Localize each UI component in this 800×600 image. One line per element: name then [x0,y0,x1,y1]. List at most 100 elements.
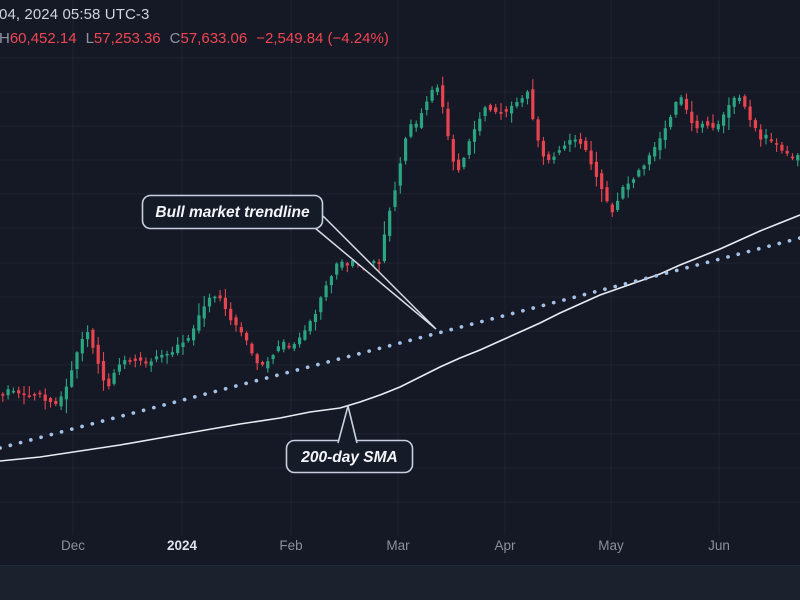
candle-body [133,358,137,361]
candle-body [563,145,567,149]
candle-body [706,121,710,126]
candle-body [589,150,593,165]
candle-body [472,129,477,142]
candle-body [769,139,773,142]
trendline-callout-label: Bull market trendline [155,204,310,221]
candle-body [139,357,143,361]
candle-body [541,140,545,157]
candle-body [33,394,37,396]
candle-body [223,297,227,309]
candle-body [398,163,402,186]
candle-body [96,344,100,364]
candle-body [626,183,630,190]
candle-body [669,116,673,128]
candle-body [404,138,408,161]
candle-body [690,111,694,124]
candle-body [308,321,312,332]
ohlc-label: H [0,30,10,47]
candle-body [737,97,742,101]
candle-body [202,306,206,319]
candle-body [584,140,588,150]
candle-body [48,398,53,403]
candle-body [695,120,699,129]
candle-body [64,386,68,400]
candle-body [573,139,577,142]
candle-body [775,143,779,145]
candle-body [329,276,333,286]
legend-date: 04, 2024 05:58 UTC-3 [0,6,150,23]
candle-body [154,356,159,360]
candle-body [372,261,376,264]
candle-body [377,262,381,264]
candle-body [128,360,132,362]
candle-body [748,106,752,120]
candle-body [382,234,386,262]
candle-body [796,155,800,161]
candle-body [616,200,620,210]
candle-body [605,187,609,202]
candle-body [525,91,530,99]
candle-body [170,352,174,355]
axis-label-apr: Apr [494,538,516,553]
candle-body [1,393,5,396]
candle-body [531,89,535,120]
candle-body [663,128,667,141]
candle-body [239,327,243,333]
axis-label-mar: Mar [386,538,410,553]
candle-body [600,173,604,190]
candle-body [679,97,683,105]
sma-callout-label: 200-day SMA [300,449,397,466]
candle-body [653,147,657,157]
ohlc-label: L [85,30,94,47]
candle-body [91,329,95,348]
sma-callout[interactable]: 200-day SMA [285,405,414,474]
candle-body [319,297,323,313]
candle-body [435,87,439,93]
candle-body [112,372,116,384]
candle-body [753,120,757,128]
candle-body [483,107,487,117]
ohlc-value: 57,633.06 [180,30,248,47]
axis-label-may: May [598,538,624,553]
candle-body [260,362,265,365]
candle-body [43,394,47,401]
candle-body [462,157,466,167]
candle-body [780,144,784,151]
candle-body [144,361,148,364]
candle-body [637,170,641,177]
candle-body [351,260,355,266]
candle-body [324,285,328,298]
bull-trendline-dotted [0,236,800,450]
axis-label-jun: Jun [708,538,730,553]
candlestick-series [1,76,800,414]
candle-body [711,122,715,128]
candle-body [176,344,180,354]
sma-pointer-fill [338,406,357,444]
candle-body [197,315,201,331]
candle-body [75,352,79,370]
candle-body [59,396,63,407]
time-axis[interactable]: Dec 2024 Feb Mar Apr May Jun [0,538,800,558]
candle-body [298,337,302,345]
candle-body [117,364,121,372]
candle-body [642,165,646,170]
candle-body [107,378,111,387]
callout-arrow-fill [315,216,436,329]
legend-ohlc-values: H60,452.14 L57,253.36 C57,633.06 −2,549.84 … [0,31,389,46]
trendline-callout[interactable]: Bull market trendline [141,194,437,330]
candle-body [494,107,498,112]
candle-body [303,330,307,340]
candle-body [759,129,763,140]
bottom-panel [0,565,800,600]
candle-body [6,389,10,396]
candle-body [441,85,445,107]
ohlc-value: 60,452.14 [9,30,77,47]
candle-body [764,134,768,139]
candle-body [499,112,503,114]
candle-body [419,113,424,128]
candle-body [790,156,795,159]
candle-body [123,360,127,365]
candle-body [165,353,169,356]
candle-body [621,187,625,199]
